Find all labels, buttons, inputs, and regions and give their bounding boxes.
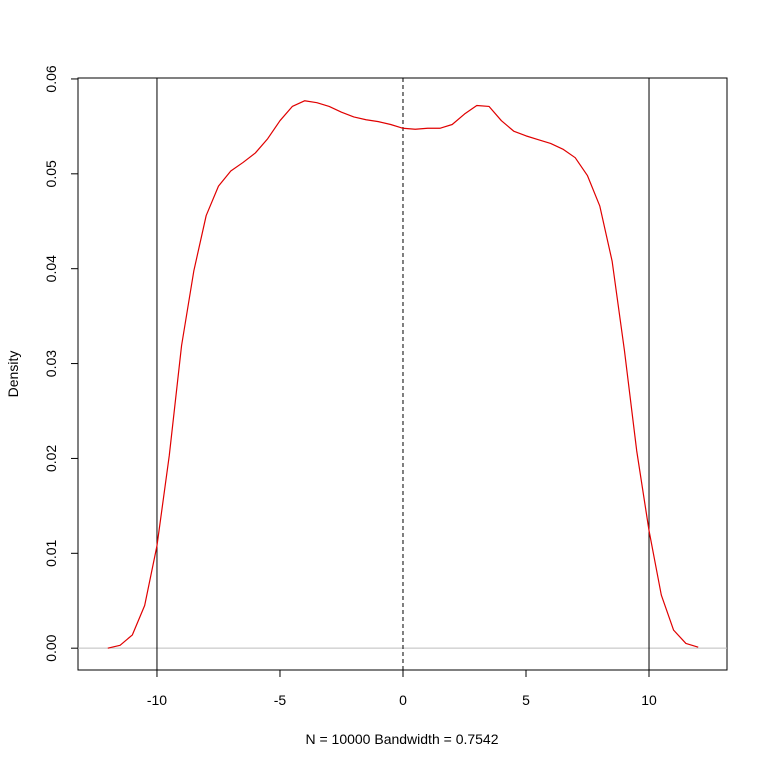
x-axis-label: N = 10000 Bandwidth = 0.7542 [305, 731, 498, 747]
y-tick-label: 0.02 [43, 445, 59, 472]
y-tick-label: 0.05 [43, 160, 59, 187]
x-tick-label: 10 [641, 692, 657, 708]
y-axis-label: Density [5, 351, 21, 398]
x-tick-label: 5 [522, 692, 530, 708]
y-tick-label: 0.01 [43, 539, 59, 566]
y-tick-label: 0.04 [43, 255, 59, 282]
y-tick-label: 0.03 [43, 350, 59, 377]
density-line [107, 100, 699, 649]
x-tick-label: -10 [147, 692, 167, 708]
x-tick-label: 0 [399, 692, 407, 708]
y-tick-label: 0.06 [43, 65, 59, 92]
y-tick-label: 0.00 [43, 634, 59, 661]
x-tick-label: -5 [274, 692, 287, 708]
